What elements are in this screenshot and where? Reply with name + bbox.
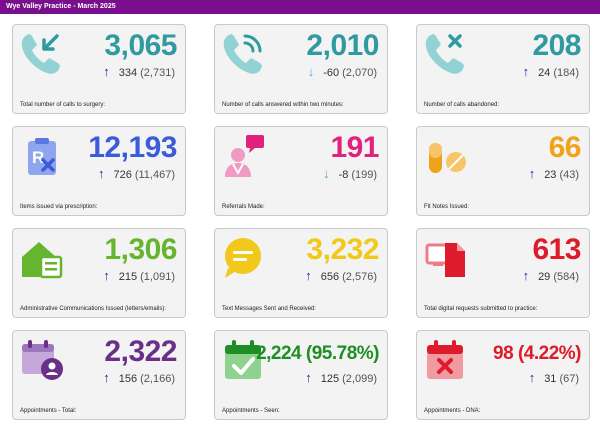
prescription-icon: R: [19, 133, 65, 179]
arrow-up-icon: ↑: [97, 166, 105, 181]
metric-delta: 23: [544, 169, 557, 181]
metric-label: Text Messages Sent and Received:: [222, 306, 317, 312]
arrow-up-icon: ↑: [103, 370, 110, 385]
metric-value: 208: [532, 29, 581, 62]
metric-delta: -8: [338, 169, 349, 181]
metric-previous: (2,099): [342, 373, 377, 385]
metric-previous: (199): [351, 169, 377, 181]
metric-card-admin-communications: 1,306 ↑ 215 (1,091) Administrative Communi…: [12, 228, 186, 318]
metric-card-prescription-items: R 12,193 ↑ 726 (11,467) Items issued via p…: [12, 126, 186, 216]
metric-delta: 215: [118, 271, 138, 283]
metric-delta: -60: [323, 67, 340, 79]
metric-label: Number of calls abandoned:: [424, 102, 500, 108]
dashboard-header: Wye Valley Practice - March 2025: [0, 0, 600, 14]
page-title: Wye Valley Practice - March 2025: [6, 3, 116, 10]
metric-label: Appointments - DNA:: [424, 408, 481, 414]
metric-previous: (1,091): [140, 271, 175, 283]
metric-label: Items issued via prescription:: [20, 204, 98, 210]
phone-ringing-icon: [221, 31, 267, 77]
arrow-up-icon: ↑: [305, 268, 312, 283]
metric-trend: ↑ 656 (2,576): [305, 269, 377, 284]
arrow-down-icon: ↓: [323, 166, 330, 181]
metric-previous: (584): [553, 271, 579, 283]
metric-label: Administrative Communications Issued (le…: [20, 306, 167, 312]
metric-previous: (11,467): [134, 169, 175, 181]
metric-trend: ↑ 23 (43): [529, 167, 579, 182]
metric-previous: (2,731): [140, 67, 175, 79]
metric-label: Number of calls answered within two minu…: [222, 102, 344, 108]
metric-value: 66: [548, 131, 582, 164]
metric-delta: 156: [118, 373, 138, 385]
metric-trend: ↓ -60 (2,070): [308, 65, 377, 80]
chat-bubble-icon: [221, 235, 267, 281]
metric-delta: 31: [544, 373, 557, 385]
house-letter-icon: [19, 235, 65, 281]
arrow-up-icon: ↑: [528, 166, 536, 181]
metric-delta: 29: [538, 271, 551, 283]
metric-trend: ↑ 156 (2,166): [103, 371, 175, 386]
arrow-up-icon: ↑: [528, 370, 536, 385]
svg-text:R: R: [32, 148, 44, 167]
metric-trend: ↑ 215 (1,091): [103, 269, 175, 284]
metric-card-referrals: 191 ↓ -8 (199) Referrals Made:: [214, 126, 388, 216]
metric-card-appointments-dna: 98 (4.22%) ↑ 31 (67) Appointments - DNA:: [416, 330, 590, 420]
calendar-person-icon: [19, 337, 65, 383]
metric-value: 2,010: [306, 29, 379, 62]
metric-value: 98 (4.22%): [493, 343, 581, 364]
metric-value: 3,065: [104, 29, 177, 62]
arrow-up-icon: ↑: [103, 64, 110, 79]
metric-delta: 656: [320, 271, 340, 283]
metric-delta: 24: [538, 67, 551, 79]
metric-card-calls-abandoned: 208 ↑ 24 (184) Number of calls abandoned:: [416, 24, 590, 114]
calendar-cross-icon: [423, 337, 469, 383]
metric-trend: ↑ 31 (67): [529, 371, 579, 386]
metric-value: 2,322: [104, 335, 177, 368]
metric-card-appointments-seen: 2,224 (95.78%) ↑ 125 (2,099) Appointments …: [214, 330, 388, 420]
metric-label: Total digital requests submitted to prac…: [424, 306, 538, 312]
metric-trend: ↑ 29 (584): [523, 269, 579, 284]
metric-delta: 726: [113, 169, 132, 181]
metric-previous: (67): [559, 373, 579, 385]
arrow-down-icon: ↓: [307, 64, 315, 79]
metric-previous: (184): [553, 67, 579, 79]
metric-previous: (2,070): [342, 67, 377, 79]
calendar-check-icon: [221, 337, 267, 383]
metric-trend: ↑ 334 (2,731): [103, 65, 175, 80]
arrow-up-icon: ↑: [305, 370, 312, 385]
arrow-up-icon: ↑: [522, 268, 530, 283]
metric-delta: 125: [320, 373, 340, 385]
metric-card-calls-answered: 2,010 ↓ -60 (2,070) Number of calls answer…: [214, 24, 388, 114]
arrow-up-icon: ↑: [103, 268, 110, 283]
arrow-up-icon: ↑: [522, 64, 530, 79]
doctor-referral-icon: [221, 133, 267, 179]
metric-previous: (43): [559, 169, 579, 181]
metric-label: Appointments - Total:: [20, 408, 77, 414]
metric-previous: (2,166): [140, 373, 175, 385]
metric-card-calls-total: 3,065 ↑ 334 (2,731) Total number of calls …: [12, 24, 186, 114]
metric-trend: ↑ 24 (184): [523, 65, 579, 80]
metric-card-text-messages: 3,232 ↑ 656 (2,576) Text Messages Sent and…: [214, 228, 388, 318]
metric-card-digital-requests: 613 ↑ 29 (584) Total digital requests subm…: [416, 228, 590, 318]
metric-previous: (2,576): [342, 271, 377, 283]
metric-label: Referrals Made:: [222, 204, 265, 210]
metric-value: 2,224 (95.78%): [256, 343, 379, 364]
missed-call-icon: [423, 31, 469, 77]
metric-trend: ↓ -8 (199): [323, 167, 377, 182]
metric-card-appointments-total: 2,322 ↑ 156 (2,166) Appointments - Total:: [12, 330, 186, 420]
metric-trend: ↑ 125 (2,099): [305, 371, 377, 386]
metric-value: 1,306: [104, 233, 177, 266]
metric-value: 191: [330, 131, 379, 164]
metric-label: Fit Notes Issued:: [424, 204, 470, 210]
metric-label: Appointments - Seen:: [222, 408, 280, 414]
metric-trend: ↑ 726 (11,467): [98, 167, 175, 182]
metric-value: 12,193: [88, 131, 177, 164]
incoming-call-icon: [19, 31, 65, 77]
metric-card-fit-notes: 66 ↑ 23 (43) Fit Notes Issued:: [416, 126, 590, 216]
metric-value: 3,232: [306, 233, 379, 266]
pills-icon: [423, 133, 469, 179]
metric-value: 613: [532, 233, 581, 266]
digital-request-icon: [423, 235, 469, 281]
metric-label: Total number of calls to surgery:: [20, 102, 106, 108]
metric-delta: 334: [118, 67, 138, 79]
